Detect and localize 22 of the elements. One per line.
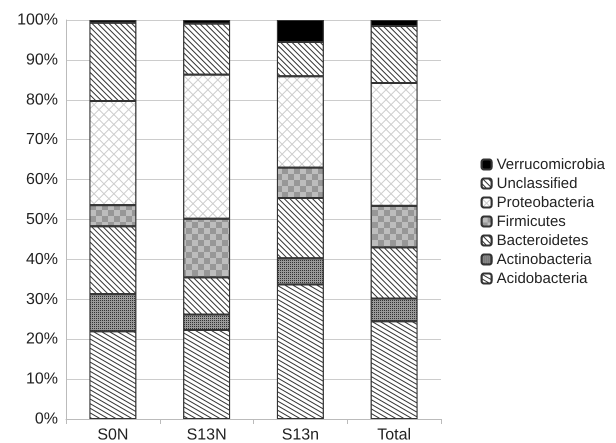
legend-label: Unclassified xyxy=(496,175,578,192)
y-tick-label: 10% xyxy=(26,370,58,388)
y-tick-label: 90% xyxy=(26,51,58,68)
legend-label: Proteobacteria xyxy=(496,194,595,211)
legend-label: Actinobacteria xyxy=(496,251,592,268)
y-tick-label: 80% xyxy=(26,91,58,108)
legend-label: Verrucomicrobia xyxy=(496,156,606,173)
y-tick-label: 30% xyxy=(26,290,58,308)
y-tick-label: 50% xyxy=(26,211,58,228)
x-tick-label: S0N xyxy=(97,426,128,443)
y-tick-label: 60% xyxy=(26,171,58,188)
x-tick-label: S13N xyxy=(186,426,227,443)
x-tick-label: Total xyxy=(377,426,412,443)
y-tick-label: 0% xyxy=(34,410,58,428)
legend-label: Firmicutes xyxy=(496,213,566,230)
y-tick-label: 40% xyxy=(26,250,58,268)
y-tick-label: 100% xyxy=(17,12,58,28)
legend-label: Acidobacteria xyxy=(496,270,588,287)
legend-label: Bacteroidetes xyxy=(496,232,588,249)
y-tick-label: 70% xyxy=(26,131,58,148)
y-tick-label: 20% xyxy=(26,330,58,348)
x-tick-label: S13n xyxy=(282,426,320,443)
